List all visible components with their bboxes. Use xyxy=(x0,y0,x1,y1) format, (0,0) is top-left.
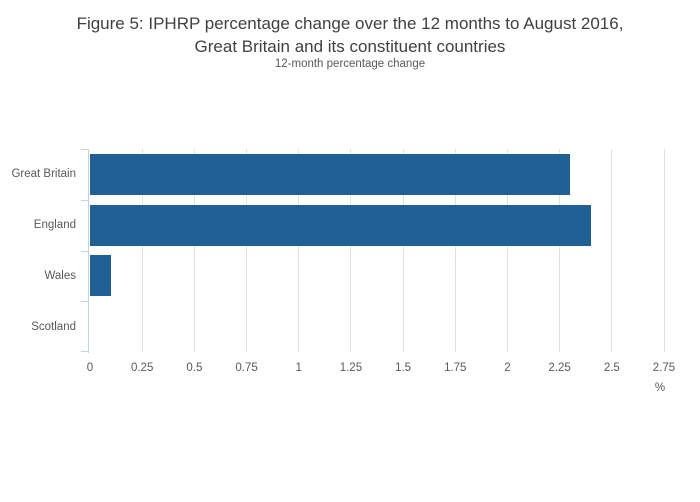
x-axis-tick-label: 0.25 xyxy=(130,362,154,374)
x-gridline xyxy=(350,149,352,352)
y-axis-tick xyxy=(81,251,88,252)
y-axis-line xyxy=(88,149,89,353)
x-gridline xyxy=(402,149,404,352)
x-axis-tick-label: 1.75 xyxy=(444,362,467,374)
x-axis-tick-label: 0 xyxy=(86,362,94,374)
x-axis-tick-label: 1.5 xyxy=(395,362,412,374)
y-axis-tick xyxy=(81,351,88,352)
x-axis-tick-label: 2.5 xyxy=(603,362,620,374)
x-gridline xyxy=(454,149,456,352)
plot-area xyxy=(81,149,665,353)
x-axis-tick-label: 0.75 xyxy=(235,362,258,374)
chart-title-line1: Figure 5: IPHRP percentage change over t… xyxy=(76,14,624,33)
x-gridline xyxy=(298,149,300,352)
x-gridline xyxy=(193,149,195,352)
x-axis-tick-label: 0.5 xyxy=(186,362,203,374)
bar-england[interactable] xyxy=(90,204,591,246)
x-axis-tick-label: 2 xyxy=(504,362,511,374)
y-axis-category-label: Scotland xyxy=(31,320,76,333)
y-axis-category-label: England xyxy=(33,219,76,232)
y-axis-tick xyxy=(81,301,88,302)
chart-subtitle: 12-month percentage change xyxy=(274,58,426,70)
x-gridline xyxy=(611,149,613,352)
bar-wales[interactable] xyxy=(90,255,111,297)
bar-great-britain[interactable] xyxy=(90,153,571,195)
y-axis-category-label: Wales xyxy=(44,269,76,282)
x-axis-tick-label: 2.25 xyxy=(548,362,571,374)
y-axis-category-label: Great Britain xyxy=(11,168,76,181)
x-axis-tick-label: 2.75 xyxy=(652,362,676,374)
y-axis-tick xyxy=(81,200,88,201)
x-gridline xyxy=(506,149,508,352)
x-axis-unit-label: % xyxy=(654,382,666,394)
chart-title-line2: Great Britain and its constituent countr… xyxy=(194,37,506,56)
x-axis-tick-label: 1.25 xyxy=(339,362,363,374)
x-gridline xyxy=(141,149,143,352)
x-axis-tick-label: 1 xyxy=(295,362,302,374)
y-axis-tick xyxy=(81,149,88,150)
x-gridline xyxy=(246,149,248,352)
chart-title: Figure 5: IPHRP percentage change over t… xyxy=(0,12,700,58)
x-gridline xyxy=(663,149,665,352)
x-gridline xyxy=(559,149,561,352)
